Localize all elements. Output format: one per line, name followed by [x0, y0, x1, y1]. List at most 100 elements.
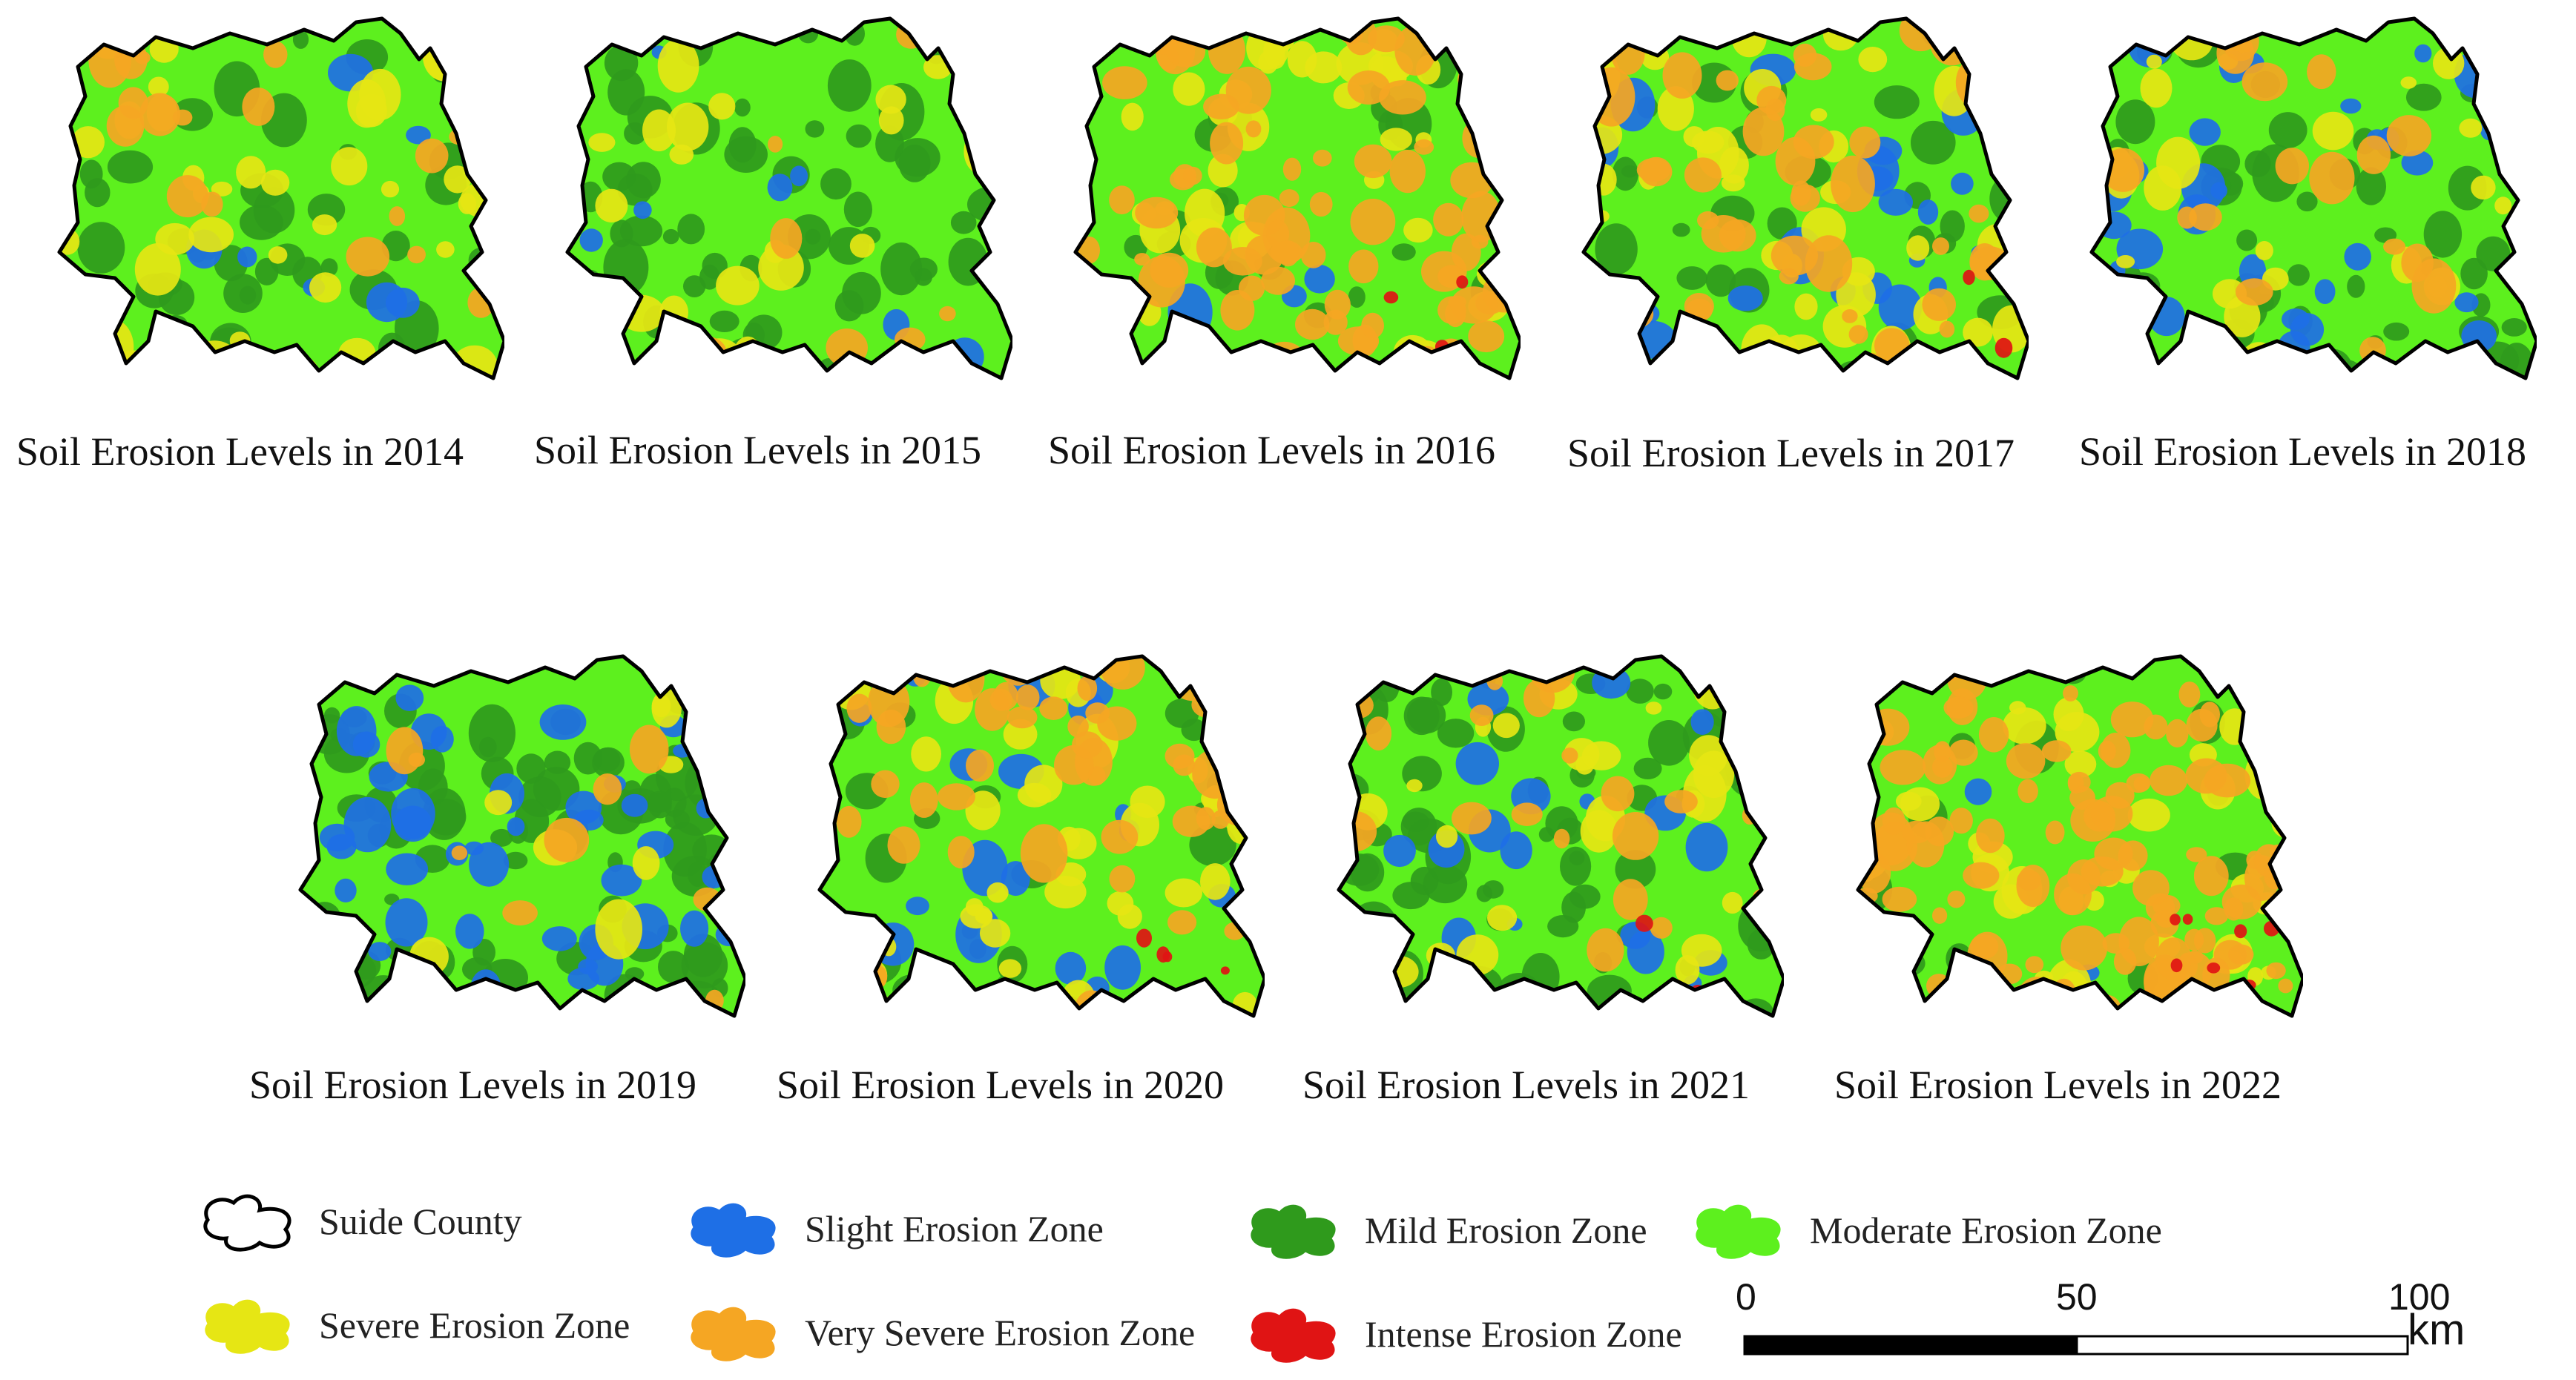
- county-boundary: [2089, 16, 2537, 380]
- zone-patch-slight: [680, 910, 709, 947]
- zone-patch-very-severe: [1684, 157, 1722, 193]
- zone-patch-very-severe: [960, 46, 1006, 99]
- legend-label: Suide County: [319, 1201, 522, 1242]
- zone-patch-very-severe: [1076, 313, 1114, 361]
- zone-patch-very-severe: [1203, 93, 1239, 119]
- zone-patch-severe: [849, 234, 875, 258]
- zone-patch-slight: [1304, 265, 1335, 294]
- zone-patch-very-severe: [2278, 978, 2293, 994]
- map-panel-2021: [1324, 653, 1784, 1038]
- zone-patch-very-severe: [2233, 670, 2251, 686]
- zone-patch-mild: [2356, 167, 2386, 205]
- zone-patch-very-severe: [1150, 252, 1189, 288]
- zone-patch-severe: [236, 156, 266, 189]
- zone-patch-very-severe: [989, 688, 1013, 711]
- zone-patch-severe: [1185, 188, 1225, 237]
- zone-patch-very-severe: [1220, 290, 1255, 331]
- zone-patch-very-severe: [1716, 70, 1739, 91]
- zone-patch-severe: [2053, 697, 2084, 731]
- zone-patch-very-severe: [1969, 204, 1989, 223]
- zone-patch-slight: [1725, 356, 1764, 378]
- zone-patch-mild: [843, 191, 872, 228]
- county-map-svg: [1073, 16, 1521, 380]
- zone-patch-severe: [484, 790, 513, 816]
- zone-patch-very-severe: [1223, 247, 1262, 276]
- zone-patch-very-severe: [895, 327, 926, 351]
- zone-patch-mild: [1403, 696, 1440, 736]
- zone-patch-slight: [708, 722, 737, 745]
- zone-patch-very-severe: [1469, 704, 1494, 726]
- zone-patch-very-severe: [1238, 275, 1265, 301]
- map-caption-2015: Soil Erosion Levels in 2015: [534, 428, 981, 472]
- county-map-svg: [298, 654, 745, 1018]
- zone-patch-very-severe: [2411, 258, 2457, 314]
- zone-patch-very-severe: [1831, 155, 1875, 213]
- zone-patch-very-severe: [1109, 865, 1136, 893]
- zone-patch-severe: [381, 180, 400, 198]
- zone-patch-very-severe: [1361, 312, 1384, 339]
- zone-patch-mild: [2448, 165, 2487, 211]
- zone-patch-slight: [906, 897, 929, 916]
- zone-patch-very-severe: [1791, 180, 1811, 206]
- zone-patch-mild: [2383, 322, 2410, 341]
- zone-patch-very-severe: [2266, 962, 2286, 980]
- zone-patch-slight: [406, 125, 431, 145]
- zone-patch-very-severe: [2178, 681, 2201, 708]
- zone-patch-mild: [318, 951, 346, 974]
- zone-patch-very-severe: [1196, 227, 1232, 268]
- zone-patch-slight: [541, 926, 577, 951]
- zone-patch-very-severe: [1664, 790, 1698, 813]
- zone-patch-very-severe: [1020, 824, 1068, 883]
- zone-patch-intense: [1220, 966, 1230, 975]
- legend-label: Moderate Erosion Zone: [1810, 1209, 2162, 1251]
- zone-patch-severe: [134, 243, 181, 296]
- zone-patch-severe: [1581, 741, 1621, 770]
- zone-patch-mild: [1615, 850, 1656, 889]
- zone-patch-severe: [595, 188, 628, 222]
- zone-patch-very-severe: [346, 237, 390, 277]
- map-panel-2018: [2077, 15, 2537, 400]
- zone-patch-very-severe: [1588, 67, 1635, 127]
- legend-swatch-very-severe-icon: [691, 1307, 776, 1361]
- map-caption-2014: Soil Erosion Levels in 2014: [16, 429, 464, 474]
- zone-patch-mild: [728, 127, 757, 163]
- zone-patch-slight: [2401, 150, 2434, 176]
- zone-patch-mild: [2347, 274, 2365, 298]
- zone-patch-mild: [544, 750, 571, 774]
- zone-patch-very-severe: [1929, 19, 1974, 66]
- zone-patch-slight: [430, 725, 454, 753]
- zone-patch-severe: [62, 42, 79, 61]
- legend-slight: Slight Erosion Zone: [679, 1194, 1198, 1261]
- zone-patch-mild: [1676, 266, 1707, 290]
- zone-patch-mild: [581, 352, 605, 378]
- zone-patch-very-severe: [1102, 66, 1147, 99]
- zone-patch-very-severe: [2236, 278, 2273, 306]
- zone-patch-mild: [2406, 83, 2442, 111]
- zone-patch-mild: [2268, 112, 2307, 148]
- zone-patch-severe: [2493, 47, 2526, 85]
- zone-patch-mild: [1561, 891, 1586, 923]
- zone-patch-severe: [2092, 311, 2118, 346]
- zone-patch-very-severe: [2356, 135, 2391, 174]
- zone-patch-severe: [2459, 118, 2483, 138]
- map-panel-2015: [553, 15, 1012, 400]
- zone-patch-mild: [2236, 229, 2258, 251]
- zone-patch-severe: [1130, 785, 1165, 819]
- zone-patch-mild: [426, 799, 467, 836]
- zone-patch-mild: [438, 19, 486, 58]
- zone-patch-mild: [709, 310, 739, 332]
- zone-patch-severe: [657, 39, 699, 93]
- zone-patch-very-severe: [1077, 676, 1098, 701]
- zone-patch-very-severe: [2174, 951, 2213, 988]
- zone-patch-severe: [705, 726, 745, 786]
- zone-patch-severe: [487, 994, 524, 1016]
- zone-patch-very-severe: [1282, 157, 1302, 181]
- zone-patch-severe: [1752, 781, 1779, 802]
- zone-patch-very-severe: [2045, 820, 2065, 845]
- zone-patch-mild: [1911, 120, 1956, 165]
- zone-patch-very-severe: [871, 770, 900, 799]
- county-boundary: [298, 654, 745, 1018]
- zone-patch-very-severe: [2307, 54, 2336, 90]
- zone-patch-very-severe: [1468, 320, 1505, 353]
- zone-patch-very-severe: [2263, 751, 2301, 788]
